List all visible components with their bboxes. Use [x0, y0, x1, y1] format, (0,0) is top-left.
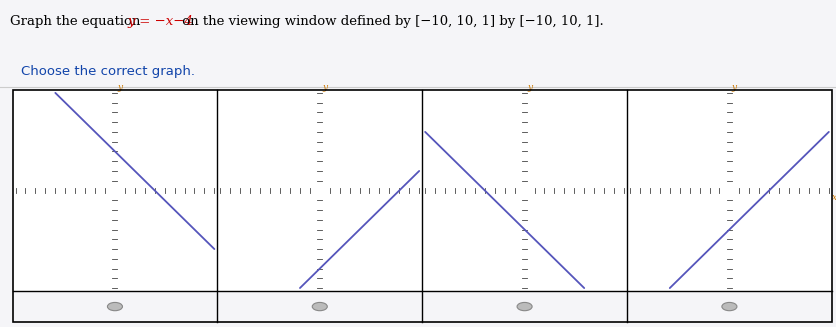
Text: x: x [423, 193, 428, 202]
Text: x: x [833, 193, 836, 202]
Text: = −x−4: = −x−4 [135, 15, 193, 28]
Text: Choose the correct graph.: Choose the correct graph. [21, 65, 195, 78]
Text: y: y [322, 83, 328, 93]
Text: x: x [628, 193, 633, 202]
Text: y: y [732, 83, 737, 93]
Text: y: y [128, 15, 135, 28]
Text: y: y [117, 83, 123, 93]
Text: Graph the equation: Graph the equation [10, 15, 145, 28]
Text: x: x [218, 193, 223, 202]
Text: on the viewing window defined by [−10, 10, 1] by [−10, 10, 1].: on the viewing window defined by [−10, 1… [178, 15, 604, 28]
Text: y: y [527, 83, 533, 93]
